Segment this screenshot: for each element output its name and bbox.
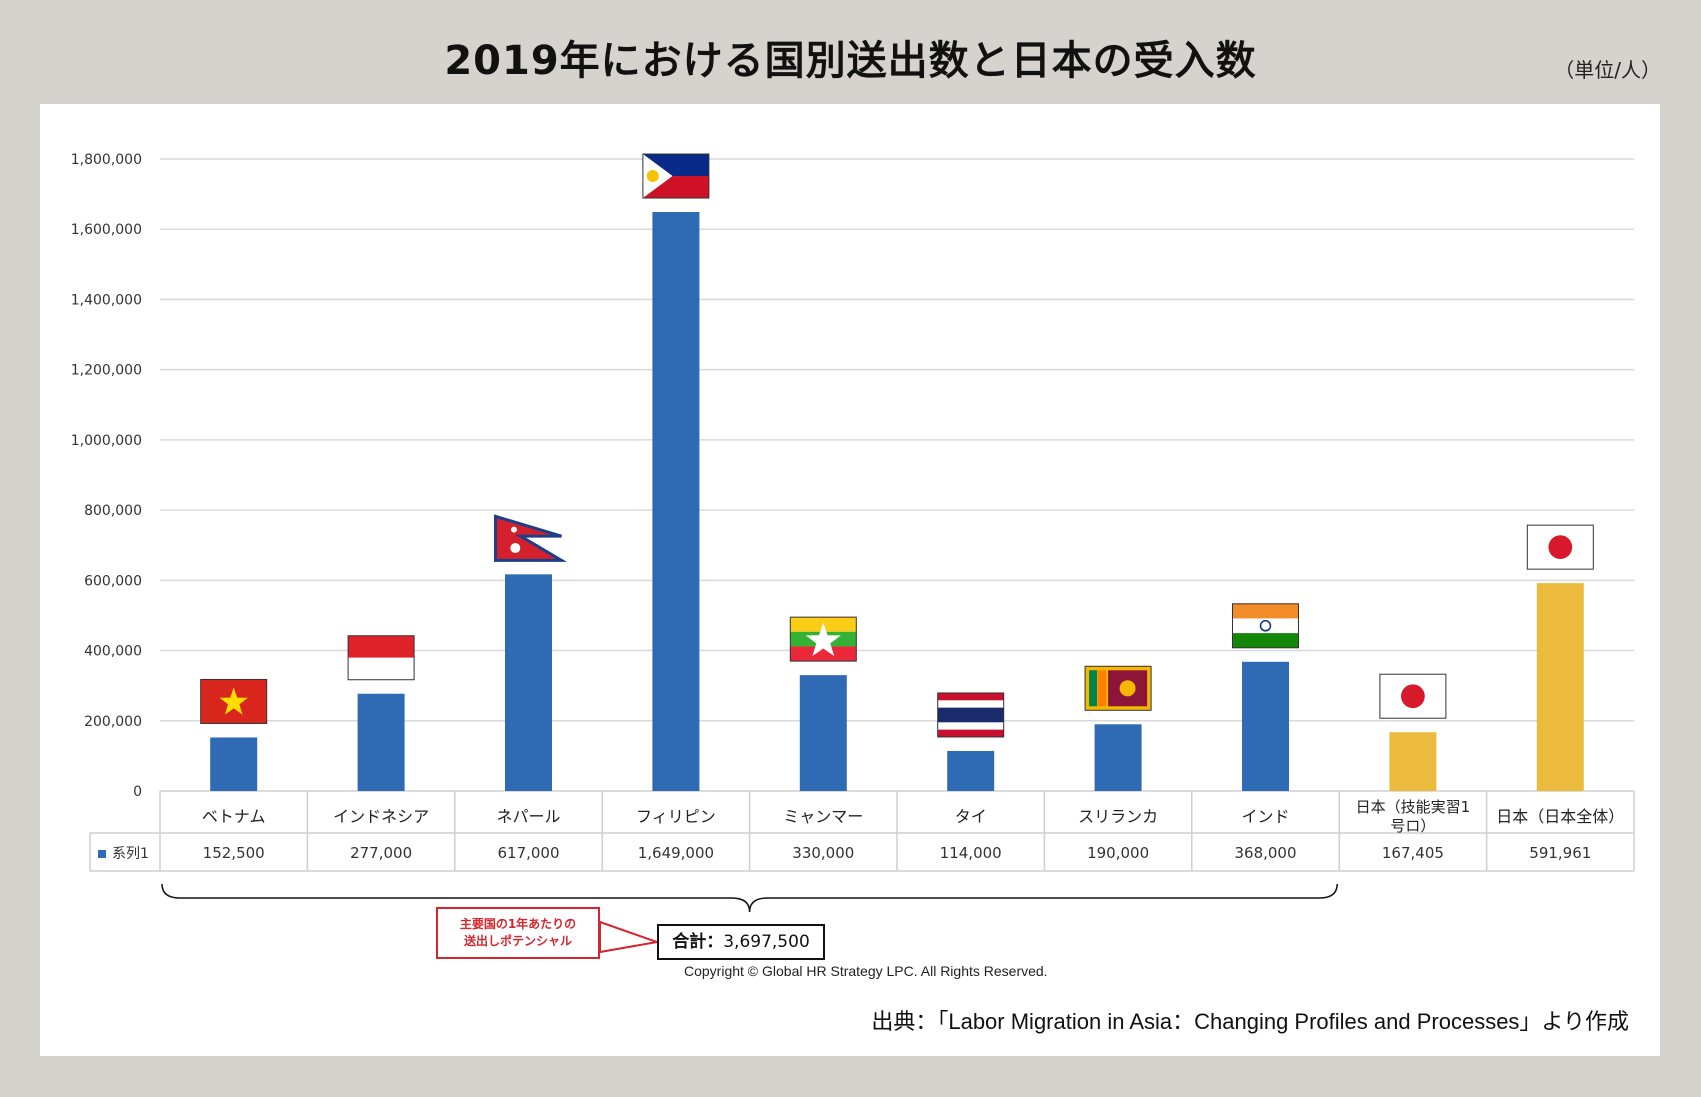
vietnam-flag-icon <box>200 678 268 724</box>
y-tick-label: 1,200,000 <box>71 363 142 379</box>
flag-border <box>642 153 710 199</box>
category-label: ミャンマー <box>783 807 863 826</box>
flag-part <box>1232 633 1299 648</box>
flag-part <box>1401 684 1425 709</box>
flag-part <box>1232 618 1299 634</box>
value-label: 617,000 <box>497 844 559 862</box>
y-tick-label: 0 <box>133 784 142 800</box>
philippines-flag-icon <box>642 153 710 199</box>
total-value: 3,697,500 <box>723 932 810 952</box>
category-label-line-2: 号ロ） <box>1390 817 1435 835</box>
japan-flag-icon <box>1379 673 1447 719</box>
value-label: 330,000 <box>792 844 854 862</box>
flag-part <box>348 635 415 658</box>
legend-series-label: 系列1 <box>112 846 149 862</box>
bar-3 <box>505 574 552 791</box>
value-label: 277,000 <box>350 844 412 862</box>
category-label: ネパール <box>496 807 560 826</box>
y-tick-label: 400,000 <box>84 644 142 660</box>
flag-part <box>1232 603 1299 619</box>
y-tick-label: 200,000 <box>84 714 142 730</box>
thailand-flag-icon <box>937 692 1005 738</box>
flag-border <box>1084 665 1152 711</box>
myanmar-flag-icon <box>789 616 857 662</box>
flag-border <box>1232 603 1299 649</box>
callout-arrow <box>599 920 661 954</box>
copyright-text: Copyright © Global HR Strategy LPC. All … <box>684 963 1048 979</box>
y-tick-label: 1,000,000 <box>71 433 142 449</box>
flag-part <box>646 170 659 183</box>
category-label: インド <box>1241 807 1289 826</box>
flag-part <box>1548 535 1573 560</box>
flag-part <box>1098 670 1107 707</box>
total-label: 合計： <box>672 932 724 952</box>
bar-8 <box>1242 661 1289 791</box>
bar-10 <box>1536 583 1584 791</box>
flag-border <box>200 678 268 724</box>
y-tick-label: 800,000 <box>84 503 142 519</box>
flag-border <box>347 635 415 681</box>
nepal-flag-icon <box>494 514 567 562</box>
category-label: タイ <box>955 807 987 826</box>
flag-part <box>348 657 415 680</box>
bar-2 <box>357 693 405 791</box>
flag-part <box>1089 670 1098 707</box>
unit-label: （単位/人） <box>1554 58 1661 82</box>
flag-border <box>937 692 1005 738</box>
value-label: 114,000 <box>940 844 1002 862</box>
y-tick-label: 1,400,000 <box>71 292 142 308</box>
bar-6 <box>947 750 995 791</box>
flag-part <box>510 543 521 554</box>
japan-flag-icon <box>1526 524 1594 570</box>
value-label: 1,649,000 <box>638 844 714 862</box>
bar-9 <box>1389 732 1437 791</box>
bar-5 <box>799 675 847 791</box>
y-tick-label: 600,000 <box>84 573 142 589</box>
value-label: 190,000 <box>1087 844 1149 862</box>
bar-4 <box>652 212 700 792</box>
callout-line-1: 主要国の1年あたりの <box>459 917 577 931</box>
category-label: スリランカ <box>1078 807 1158 826</box>
indonesia-flag-icon <box>347 635 415 681</box>
source-text: 出典：「Labor Migration in Asia：Changing Pro… <box>871 1009 1629 1034</box>
category-label: ベトナム <box>202 807 266 826</box>
category-label-line-1: 日本（技能実習1 <box>1356 798 1471 816</box>
flag-star <box>219 687 248 715</box>
callout-line-2: 送出しポテンシャル <box>463 934 572 948</box>
value-label: 591,961 <box>1529 844 1591 862</box>
chart-title: 2019年における国別送出数と日本の受入数 <box>444 38 1257 84</box>
value-label: 368,000 <box>1234 844 1296 862</box>
flag-part <box>790 646 857 662</box>
flag-part <box>1119 680 1136 697</box>
flag-border <box>789 616 857 662</box>
flag-part <box>937 707 1004 723</box>
value-label: 167,405 <box>1382 844 1444 862</box>
flag-part <box>494 514 567 562</box>
flag-part <box>510 526 517 533</box>
flag-part <box>1259 620 1272 632</box>
india-flag-icon <box>1232 603 1299 649</box>
category-label: インドネシア <box>333 807 429 826</box>
flag-border <box>1526 524 1594 570</box>
category-label: フィリピン <box>636 807 716 826</box>
flag-border <box>1379 673 1447 719</box>
srilanka-flag-icon <box>1084 665 1152 711</box>
sum-brace <box>161 883 1338 913</box>
potential-callout: 主要国の1年あたりの 送出しポテンシャル <box>436 907 600 959</box>
value-label: 152,500 <box>203 844 265 862</box>
category-label: 日本（日本全体） <box>1496 807 1624 826</box>
y-tick-label: 1,800,000 <box>71 152 142 168</box>
bar-1 <box>210 737 258 791</box>
bar-7 <box>1094 724 1142 791</box>
flag-star <box>805 622 841 657</box>
legend-swatch <box>98 850 106 858</box>
y-tick-label: 1,600,000 <box>71 222 142 238</box>
total-box: 合計：3,697,500 <box>657 924 825 960</box>
